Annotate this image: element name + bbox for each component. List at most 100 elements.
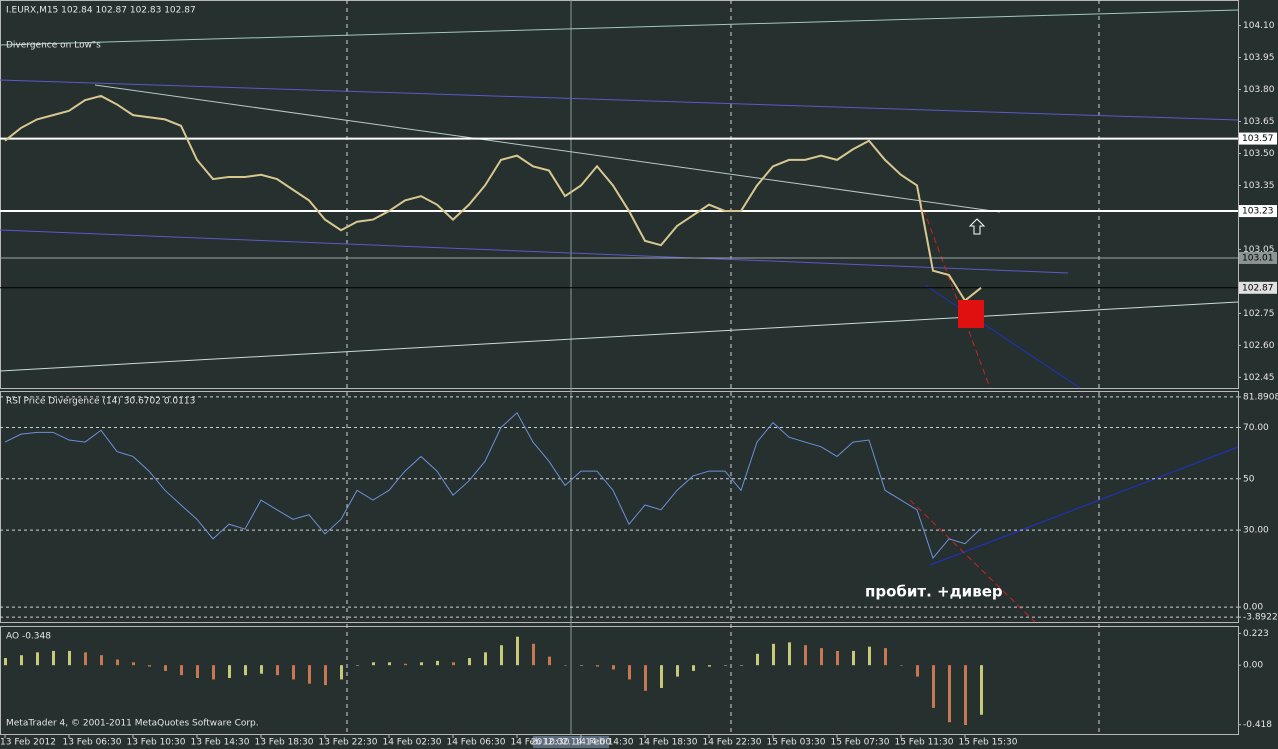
ao-bar (388, 662, 391, 666)
ao-bar (116, 659, 119, 666)
ao-bar (404, 663, 407, 666)
x-tick-label: 15 Feb 11:30 (894, 738, 953, 748)
ao-bar (916, 665, 919, 677)
x-tick-label: 13 Feb 06:30 (62, 738, 121, 748)
ao-bar (964, 665, 967, 726)
ao-bar (148, 665, 151, 667)
x-tick-label: 15 Feb 03:30 (766, 738, 825, 748)
ao-bar (468, 658, 471, 666)
level-label: 102.87 (1242, 283, 1274, 293)
ao-bar (324, 665, 327, 686)
x-tick-label: 14 Feb 06:30 (446, 738, 505, 748)
ao-bar (36, 652, 39, 666)
level-label: 103.57 (1242, 134, 1274, 144)
signal-box (958, 300, 984, 328)
ao-bar (84, 652, 87, 666)
ao-bar (180, 665, 183, 676)
y-tick-label: 104.10 (1243, 21, 1275, 31)
ao-bar (692, 665, 695, 671)
ao-bar (852, 650, 855, 666)
ao-bar (292, 665, 295, 680)
arrow-icon (968, 218, 986, 235)
panel-subtitle: Divergence on Low"s (6, 41, 101, 51)
y-tick-label: 102.60 (1243, 341, 1275, 351)
ao-bar (884, 648, 887, 666)
annotation: пробит. +дивер (865, 583, 1003, 601)
ao-bar (516, 636, 519, 666)
x-tick-label: 13 Feb 14:30 (190, 738, 249, 748)
ao-bar (244, 665, 247, 676)
x-tick-label: 14 Feb 22:30 (702, 738, 761, 748)
y-tick-label: 103.80 (1243, 85, 1275, 95)
ao-bar (276, 665, 279, 676)
level-label: 103.01 (1242, 253, 1274, 263)
y-tick-label: 50 (1243, 474, 1255, 484)
ao-bar (740, 665, 743, 666)
ao-bar (52, 650, 55, 666)
x-tick-label: 13 Feb 10:30 (126, 738, 185, 748)
crosshair-label-box (533, 736, 609, 748)
level-label-box (1239, 251, 1277, 264)
ao-bar (564, 665, 567, 666)
ao-bar (612, 665, 615, 670)
panel-title: I.EURX,M15 102.84 102.87 102.83 102.87 (6, 6, 196, 16)
ao-bar (676, 665, 679, 677)
ao-bar (900, 665, 903, 666)
series-line (4, 412, 982, 560)
ao-bar (100, 655, 103, 666)
y-tick-label: 81.8908 (1243, 392, 1278, 402)
x-tick-label: 15 Feb 15:30 (958, 738, 1017, 748)
ao-bar (196, 665, 199, 679)
ao-bar (836, 650, 839, 666)
y-tick-label: 102.75 (1243, 309, 1275, 319)
x-tick-label: 14 Feb 14:30 (574, 738, 633, 748)
y-tick-label: 30.00 (1243, 526, 1269, 536)
ao-bar (260, 665, 263, 674)
x-tick-label: 14 Feb 10:30 (510, 738, 569, 748)
ao-bar (820, 648, 823, 666)
ao-bar (948, 665, 951, 723)
panel-title: AO -0.348 (6, 632, 51, 642)
ao-bar (20, 655, 23, 666)
ao-bar (308, 665, 311, 684)
y-tick-label: -3.8922 (1243, 613, 1278, 623)
y-tick-label: 0.00 (1243, 661, 1263, 671)
ao-bar (772, 643, 775, 666)
x-tick-label: 13 Feb 22:30 (318, 738, 377, 748)
level-label-box (1239, 132, 1277, 145)
ao-bar (724, 665, 727, 666)
level-label-box (1239, 205, 1277, 218)
ao-bar (420, 662, 423, 666)
x-tick-label: 14 Feb 18:30 (638, 738, 697, 748)
ao-bar (980, 665, 983, 715)
ao-bar (340, 665, 343, 680)
panel-title: RSI Price Divergence (14) 30.6702 0.0113 (6, 397, 195, 407)
y-tick-label: 102.45 (1243, 373, 1275, 383)
y-tick-label: 103.65 (1243, 117, 1275, 127)
level-label: 103.23 (1242, 207, 1274, 217)
x-tick-label: 13 Feb 18:30 (254, 738, 313, 748)
ao-bar (804, 645, 807, 666)
ao-bar (372, 662, 375, 666)
y-tick-label: 0.223 (1243, 629, 1269, 639)
ao-bar (868, 646, 871, 666)
y-tick-label: 0.00 (1243, 603, 1263, 613)
ao-bar (68, 650, 71, 666)
ao-bar (548, 656, 551, 666)
ao-bar (356, 665, 359, 666)
ao-bar (708, 665, 711, 667)
ao-bar (532, 643, 535, 666)
ao-bar (580, 665, 583, 666)
ao-bar (596, 665, 599, 667)
x-tick-label: 14 Feb 02:30 (382, 738, 441, 748)
ao-bar (212, 665, 215, 680)
series-line (4, 94, 982, 303)
ao-bar (452, 662, 455, 666)
x-tick-label: 15 Feb 07:30 (830, 738, 889, 748)
ao-bar (484, 652, 487, 666)
ao-bar (644, 665, 647, 691)
y-tick-label: 103.35 (1243, 181, 1275, 191)
ao-bar (628, 665, 631, 680)
y-tick-label: 103.95 (1243, 53, 1275, 63)
